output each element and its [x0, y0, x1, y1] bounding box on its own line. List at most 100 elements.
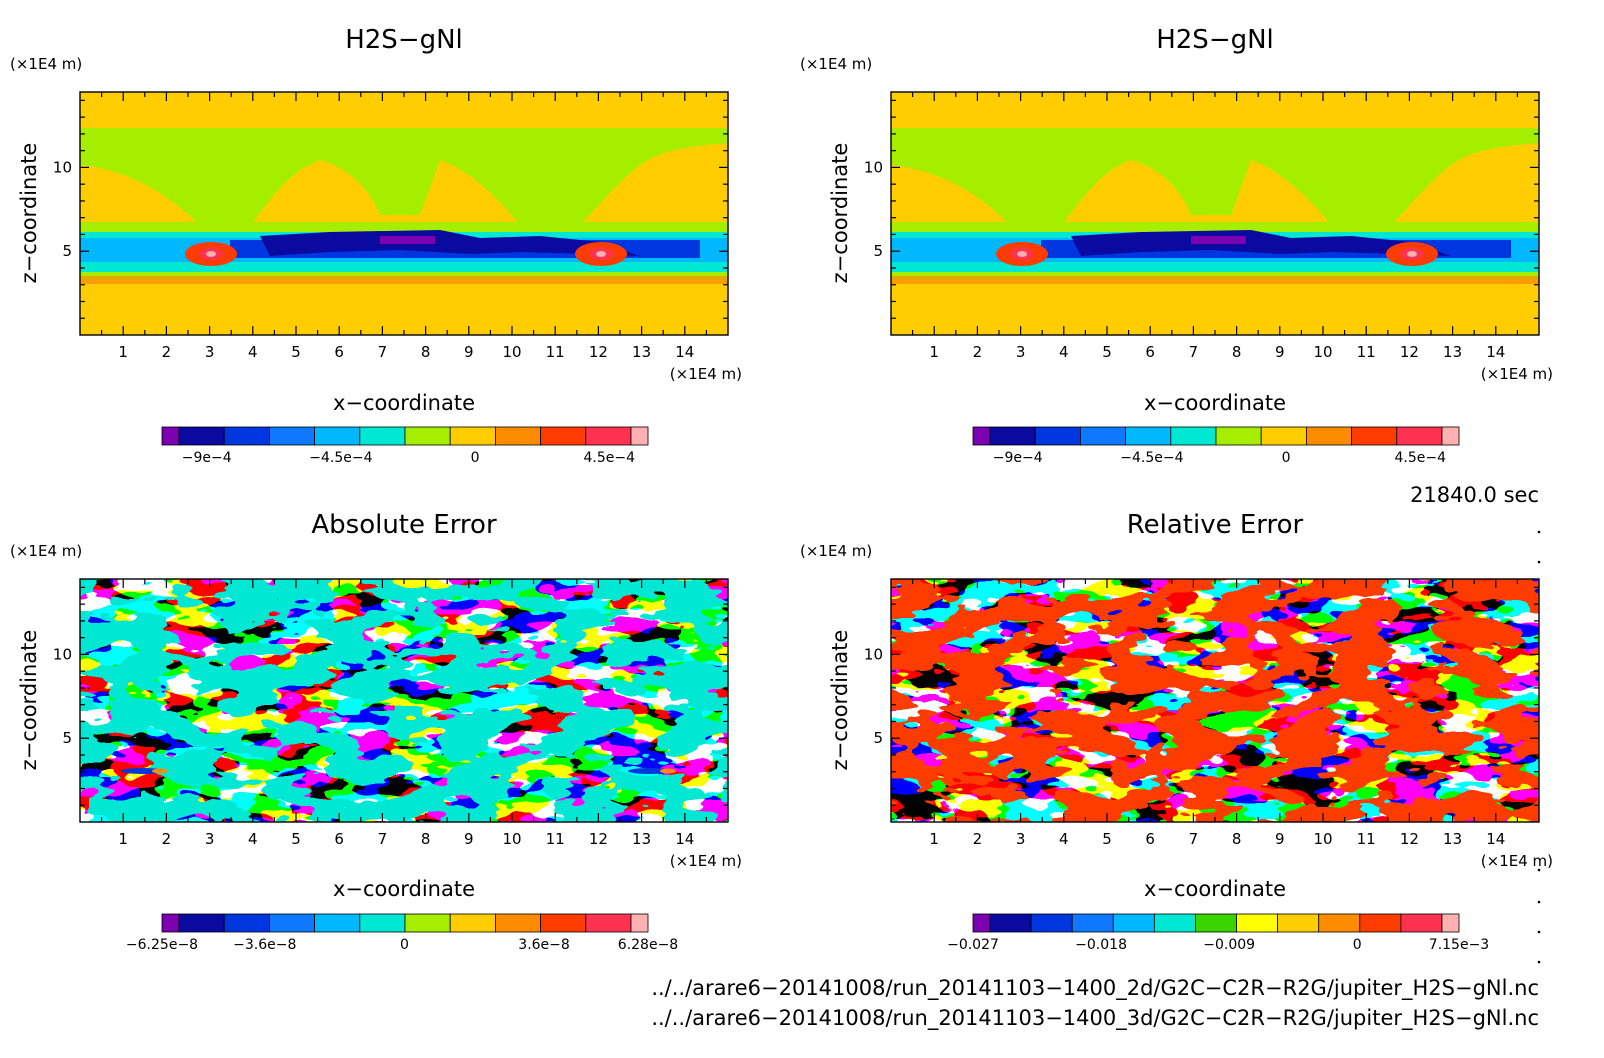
field-error-spot-right-warm [660, 768, 676, 774]
colorbar-tick-label: −6.25e−8 [126, 937, 198, 953]
colorbar-swatch [404, 913, 451, 933]
colorbar-swatch [989, 426, 1036, 446]
x-axis-label: x−coordinate [1144, 877, 1286, 901]
colorbar-tick-label: −0.018 [1075, 937, 1127, 953]
colorbar-swatch [178, 913, 225, 933]
field-warm-bubble-left-core [206, 251, 216, 257]
x-tick-label: 5 [291, 343, 301, 361]
colorbar-swatch [1034, 426, 1081, 446]
field-contour-green-upper [891, 128, 1539, 226]
x-tick-label: 3 [205, 343, 215, 361]
x-tick-label: 14 [1486, 830, 1505, 848]
colorbar-swatch [1125, 426, 1172, 446]
x-tick-label: 12 [589, 343, 608, 361]
x-tick-label: 10 [502, 343, 521, 361]
colorbar-tick-label: −0.009 [1203, 937, 1255, 953]
x-tick-label: 7 [378, 343, 388, 361]
colorbar-tick-label: 0 [1353, 937, 1362, 953]
y-tick-label: 10 [53, 158, 72, 176]
x-tick-label: 2 [162, 830, 172, 848]
colorbar-swatch [1080, 426, 1127, 446]
colorbar-tick-label: 7.15e−3 [1429, 937, 1489, 953]
field-orange-band [891, 276, 1539, 284]
colorbar-swatch [494, 913, 541, 933]
y-tick-label: 5 [62, 242, 72, 260]
x-tick-label: 9 [1275, 830, 1285, 848]
colorbar-swatch [404, 426, 451, 446]
y-axis-label: z−coordinate [828, 630, 852, 771]
colorbar-swatch [1170, 426, 1217, 446]
x-tick-label: 2 [973, 343, 983, 361]
colorbar-swatch [1351, 426, 1398, 446]
x-axis-label: x−coordinate [333, 877, 475, 901]
x-tick-label: 13 [1443, 830, 1462, 848]
y-unit-label: (×1E4 m) [800, 55, 872, 73]
x-tick-label: 13 [1443, 343, 1462, 361]
x-tick-label: 12 [1400, 830, 1419, 848]
colorbar-tick-label: 4.5e−4 [1394, 450, 1446, 466]
field-noise-texture [80, 579, 728, 822]
time-label: 21840.0 sec [1410, 483, 1539, 507]
x-tick-label: 1 [929, 343, 939, 361]
field-orange-band [80, 276, 728, 284]
x-tick-label: 11 [1357, 343, 1376, 361]
colorbar-swatch [314, 913, 361, 933]
field-contour-darkblue [260, 230, 640, 256]
colorbar-swatch [223, 426, 270, 446]
colorbar-swatch [630, 913, 649, 933]
colorbar-swatch [1260, 426, 1307, 446]
colorbar-swatch [161, 913, 180, 933]
x-tick-label: 5 [291, 830, 301, 848]
x-tick-label: 4 [248, 830, 258, 848]
colorbar-swatch [540, 913, 587, 933]
colorbar-swatch [1318, 913, 1361, 933]
panel-title: H2S−gNl [345, 25, 463, 55]
colorbar-tick-label: −4.5e−4 [309, 450, 372, 466]
colorbar-swatch [449, 913, 496, 933]
colorbar-swatch [494, 426, 541, 446]
colorbar-swatch [585, 426, 632, 446]
x-tick-label: 13 [632, 830, 651, 848]
colorbar-swatch [1236, 913, 1279, 933]
x-tick-label: 12 [1400, 343, 1419, 361]
colorbar-swatch [1277, 913, 1320, 933]
colorbar-swatch [161, 426, 180, 446]
y-axis-label: z−coordinate [17, 143, 41, 284]
field-error-spot-right [628, 768, 672, 774]
x-tick-label: 9 [1275, 343, 1285, 361]
x-tick-label: 13 [632, 343, 651, 361]
colorbar-swatch [630, 426, 649, 446]
x-tick-label: 5 [1102, 343, 1112, 361]
field-contour-green-upper [80, 128, 728, 226]
y-tick-label: 10 [864, 158, 883, 176]
x-tick-label: 8 [1232, 343, 1242, 361]
x-tick-label: 2 [973, 830, 983, 848]
x-tick-label: 6 [1145, 830, 1155, 848]
colorbar-swatch [1030, 913, 1073, 933]
x-tick-label: 10 [502, 830, 521, 848]
colorbar-swatch [359, 426, 406, 446]
y-tick-label: 5 [62, 729, 72, 747]
x-tick-label: 3 [1016, 343, 1026, 361]
plot-area [80, 579, 728, 822]
x-tick-label: 1 [118, 343, 128, 361]
colorbar-swatch [178, 426, 225, 446]
x-axis-label: x−coordinate [1144, 391, 1286, 415]
y-unit-label: (×1E4 m) [10, 55, 82, 73]
y-tick-label: 10 [53, 645, 72, 663]
colorbar-swatch [585, 913, 632, 933]
colorbar-tick-label: 0 [471, 450, 480, 466]
margin-dots [1537, 530, 1541, 964]
y-axis-label: z−coordinate [17, 630, 41, 771]
field-warm-bubble-right-core [1407, 251, 1417, 257]
colorbar-swatch [1396, 426, 1443, 446]
colorbar-tick-label: −0.027 [947, 937, 999, 953]
x-tick-label: 6 [334, 830, 344, 848]
y-axis-label: z−coordinate [828, 143, 852, 284]
footer-file-3d: ../../arare6−20141008/run_20141103−1400_… [651, 1006, 1539, 1031]
field-contour-purple [1191, 236, 1246, 244]
x-unit-label: (×1E4 m) [670, 852, 742, 870]
